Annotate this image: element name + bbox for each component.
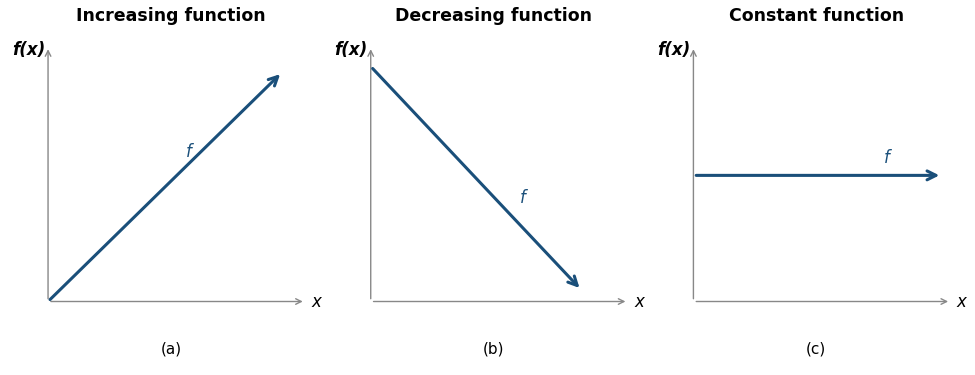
Text: f(x): f(x): [12, 40, 45, 58]
Text: (c): (c): [806, 342, 827, 357]
Text: f: f: [185, 144, 191, 162]
Text: x: x: [956, 292, 966, 310]
Text: x: x: [311, 292, 322, 310]
Text: f(x): f(x): [334, 40, 368, 58]
Text: (a): (a): [160, 342, 181, 357]
Text: x: x: [634, 292, 644, 310]
Title: Increasing function: Increasing function: [76, 7, 266, 25]
Text: f: f: [883, 149, 889, 167]
Title: Constant function: Constant function: [728, 7, 904, 25]
Text: (b): (b): [483, 342, 504, 357]
Text: f: f: [520, 189, 526, 207]
Text: f(x): f(x): [657, 40, 690, 58]
Title: Decreasing function: Decreasing function: [395, 7, 592, 25]
